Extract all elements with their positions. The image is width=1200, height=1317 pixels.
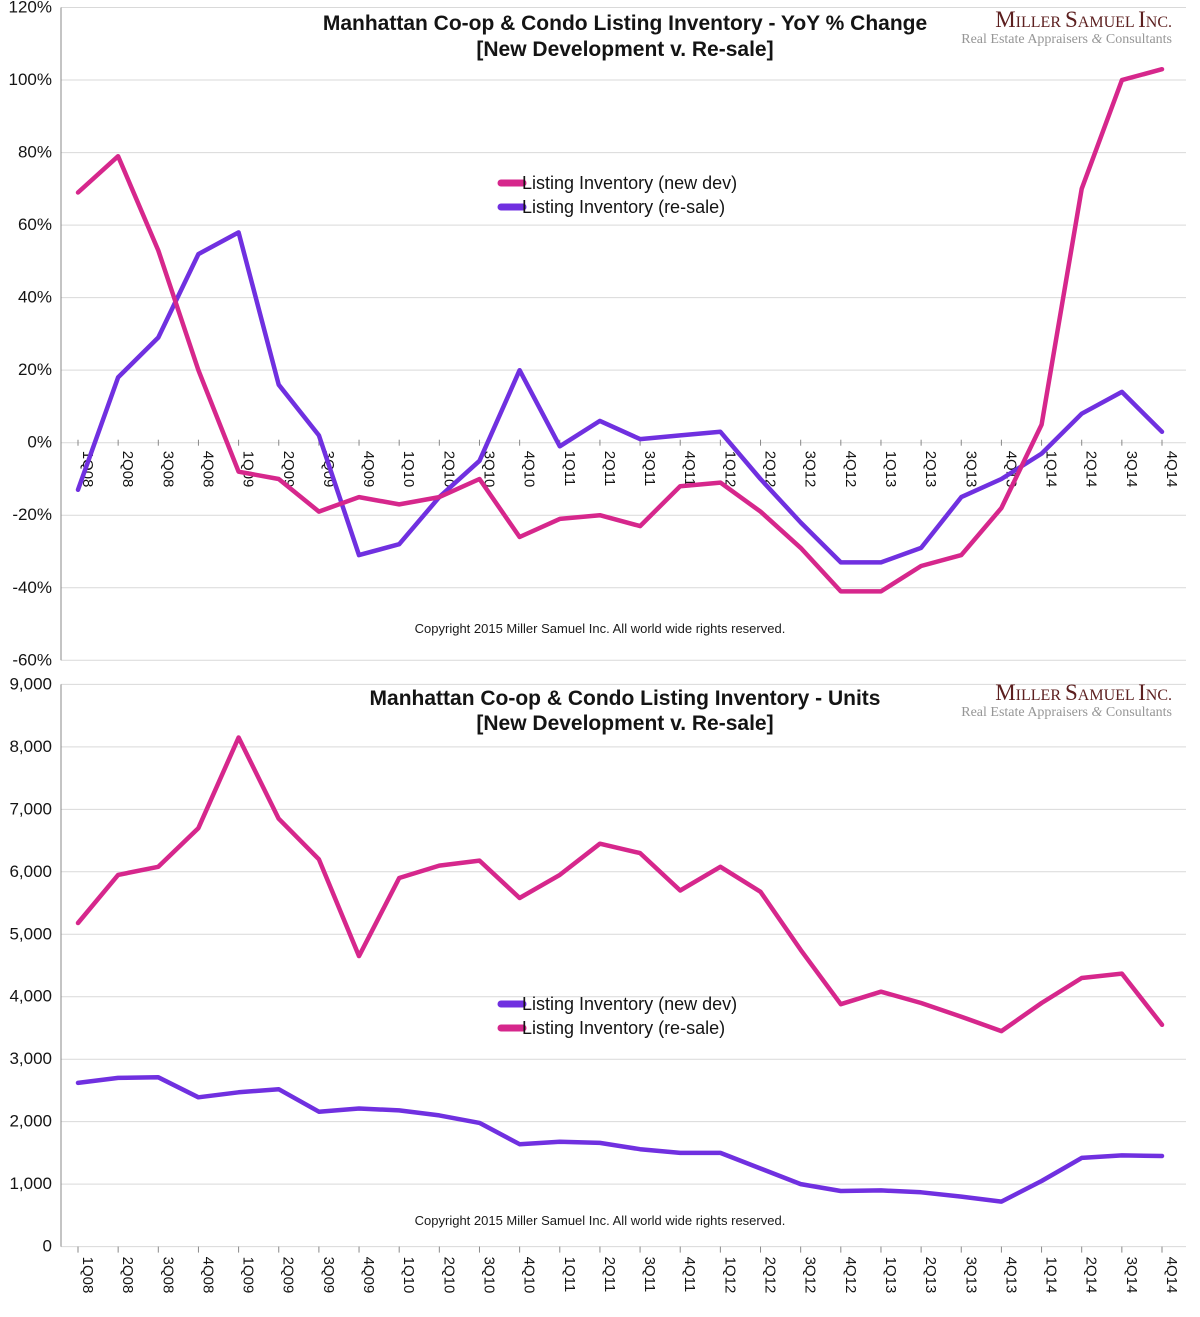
svg-text:2Q13: 2Q13 [922, 1257, 939, 1294]
svg-text:Listing Inventory (new dev): Listing Inventory (new dev) [522, 994, 737, 1014]
svg-text:5,000: 5,000 [9, 924, 52, 943]
svg-text:6,000: 6,000 [9, 862, 52, 881]
svg-text:3Q14: 3Q14 [1123, 1257, 1140, 1294]
svg-text:3,000: 3,000 [9, 1049, 52, 1068]
svg-text:1Q13: 1Q13 [882, 451, 899, 488]
svg-text:100%: 100% [9, 70, 52, 89]
svg-text:3Q11: 3Q11 [641, 451, 658, 487]
svg-text:Manhattan Co-op & Condo Listin: Manhattan Co-op & Condo Listing Inventor… [370, 687, 881, 710]
svg-text:7,000: 7,000 [9, 799, 52, 818]
svg-text:Listing Inventory (new dev): Listing Inventory (new dev) [522, 173, 737, 193]
svg-text:3Q12: 3Q12 [802, 1257, 819, 1294]
svg-text:2Q13: 2Q13 [922, 451, 939, 488]
svg-text:Real Estate Appraisers & Consu: Real Estate Appraisers & Consultants [961, 705, 1172, 720]
svg-text:60%: 60% [18, 215, 52, 234]
svg-text:3Q08: 3Q08 [159, 451, 176, 488]
svg-text:4Q12: 4Q12 [842, 451, 859, 488]
svg-text:-40%: -40% [12, 578, 52, 597]
svg-text:Copyright 2015 Miller Samuel I: Copyright 2015 Miller Samuel Inc. All wo… [415, 621, 786, 636]
svg-text:3Q08: 3Q08 [159, 1257, 176, 1294]
svg-text:3Q09: 3Q09 [320, 1257, 337, 1294]
svg-text:3Q10: 3Q10 [480, 1257, 497, 1294]
svg-text:4Q08: 4Q08 [199, 451, 216, 488]
svg-text:1Q12: 1Q12 [721, 451, 738, 488]
svg-text:4Q13: 4Q13 [1002, 1257, 1019, 1294]
svg-text:4Q09: 4Q09 [360, 1257, 377, 1294]
svg-text:1Q14: 1Q14 [1043, 1257, 1060, 1294]
svg-text:2,000: 2,000 [9, 1112, 52, 1131]
svg-text:4Q09: 4Q09 [360, 451, 377, 488]
svg-text:2Q09: 2Q09 [280, 1257, 297, 1294]
svg-text:3Q12: 3Q12 [802, 451, 819, 488]
svg-text:Listing Inventory (re-sale): Listing Inventory (re-sale) [522, 1018, 725, 1038]
svg-text:Manhattan Co-op & Condo Listin: Manhattan Co-op & Condo Listing Inventor… [323, 12, 927, 35]
svg-text:1Q13: 1Q13 [882, 1257, 899, 1294]
svg-text:3Q13: 3Q13 [962, 1257, 979, 1294]
svg-text:2Q14: 2Q14 [1083, 451, 1100, 488]
svg-text:4Q10: 4Q10 [521, 1257, 538, 1294]
svg-text:[New Development v. Re-sale]: [New Development v. Re-sale] [476, 38, 773, 61]
svg-text:2Q11: 2Q11 [601, 451, 618, 487]
svg-text:4Q08: 4Q08 [199, 1257, 216, 1294]
svg-text:[New Development v. Re-sale]: [New Development v. Re-sale] [476, 712, 773, 735]
svg-text:1Q10: 1Q10 [400, 451, 417, 488]
svg-text:4Q11: 4Q11 [681, 1257, 698, 1293]
svg-text:4Q14: 4Q14 [1163, 1257, 1180, 1294]
svg-text:1Q09: 1Q09 [240, 451, 257, 488]
svg-text:120%: 120% [9, 0, 52, 17]
svg-text:1Q09: 1Q09 [240, 1257, 257, 1294]
svg-text:8,000: 8,000 [9, 737, 52, 756]
svg-text:-20%: -20% [12, 505, 52, 524]
svg-text:3Q11: 3Q11 [641, 1257, 658, 1293]
svg-text:2Q11: 2Q11 [601, 1257, 618, 1293]
svg-text:2Q08: 2Q08 [119, 451, 136, 488]
svg-text:2Q10: 2Q10 [440, 1257, 457, 1294]
svg-text:1Q14: 1Q14 [1043, 451, 1060, 488]
svg-text:-60%: -60% [12, 650, 52, 669]
svg-text:0%: 0% [27, 433, 52, 452]
svg-text:40%: 40% [18, 288, 52, 307]
svg-text:80%: 80% [18, 143, 52, 162]
svg-text:1,000: 1,000 [9, 1174, 52, 1193]
svg-text:1Q11: 1Q11 [561, 1257, 578, 1293]
svg-text:1Q08: 1Q08 [79, 1257, 96, 1294]
svg-text:1Q11: 1Q11 [561, 451, 578, 487]
svg-text:0: 0 [43, 1237, 52, 1256]
svg-text:Listing Inventory (re-sale): Listing Inventory (re-sale) [522, 197, 725, 217]
svg-text:20%: 20% [18, 360, 52, 379]
svg-text:1Q10: 1Q10 [400, 1257, 417, 1294]
svg-text:4Q10: 4Q10 [521, 451, 538, 488]
svg-text:3Q14: 3Q14 [1123, 451, 1140, 488]
svg-text:2Q14: 2Q14 [1083, 1257, 1100, 1294]
svg-text:Copyright 2015 Miller Samuel I: Copyright 2015 Miller Samuel Inc. All wo… [415, 1213, 786, 1228]
svg-text:9,000: 9,000 [9, 674, 52, 693]
svg-text:1Q12: 1Q12 [721, 1257, 738, 1294]
svg-text:4Q14: 4Q14 [1163, 451, 1180, 488]
svg-text:Real Estate Appraisers & Consu: Real Estate Appraisers & Consultants [961, 32, 1172, 47]
svg-text:4Q12: 4Q12 [842, 1257, 859, 1294]
svg-text:3Q13: 3Q13 [962, 451, 979, 488]
svg-text:2Q12: 2Q12 [762, 1257, 779, 1294]
svg-text:4,000: 4,000 [9, 987, 52, 1006]
svg-text:4Q11: 4Q11 [681, 451, 698, 487]
svg-text:2Q08: 2Q08 [119, 1257, 136, 1294]
